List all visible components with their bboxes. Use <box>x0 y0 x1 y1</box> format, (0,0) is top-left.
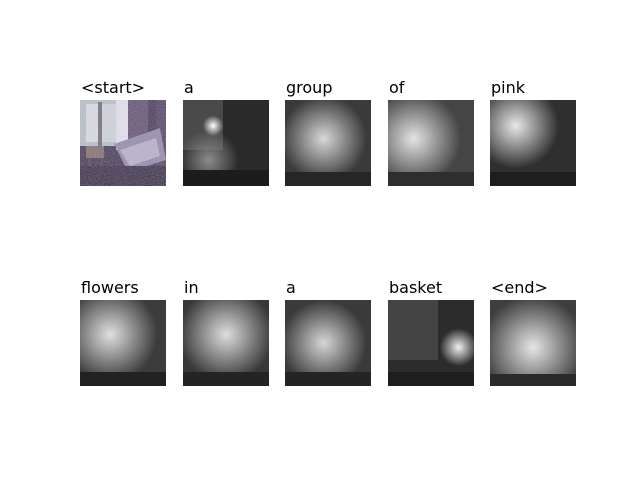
token-label: basket <box>388 278 457 299</box>
attention-map-image <box>183 300 269 386</box>
attention-map-image <box>490 300 576 386</box>
panel-5: pink <box>490 78 576 186</box>
panel-8: a <box>285 278 371 386</box>
token-label: flowers <box>80 278 153 299</box>
attention-map-tile <box>285 100 371 186</box>
token-label: a <box>285 278 310 299</box>
attention-map-image <box>80 300 166 386</box>
attention-map-tile <box>285 300 371 386</box>
attention-map-image <box>388 300 474 386</box>
attention-map-image <box>490 100 576 186</box>
attention-map-tile <box>80 300 166 386</box>
panel-6: flowers <box>80 278 166 386</box>
attention-map-tile <box>490 300 576 386</box>
token-label: group <box>285 78 347 99</box>
attention-map-tile <box>490 100 576 186</box>
source-photo-tile <box>80 100 166 186</box>
panel-1: <start> <box>80 78 166 186</box>
bedroom-photo-image <box>80 100 166 186</box>
panel-4: of <box>388 78 474 186</box>
token-label: in <box>183 278 213 299</box>
attention-map-tile <box>183 300 269 386</box>
token-label: a <box>183 78 208 99</box>
attention-map-tile <box>388 100 474 186</box>
panel-10: <end> <box>490 278 576 386</box>
attention-map-image <box>285 300 371 386</box>
token-label: <end> <box>490 278 562 299</box>
token-label: pink <box>490 78 540 99</box>
panel-3: group <box>285 78 371 186</box>
token-label: of <box>388 78 419 99</box>
attention-map-image <box>388 100 474 186</box>
panel-7: in <box>183 278 269 386</box>
attention-map-image <box>285 100 371 186</box>
attention-map-tile <box>183 100 269 186</box>
token-label: <start> <box>80 78 160 99</box>
attention-map-image <box>183 100 269 186</box>
attention-map-tile <box>388 300 474 386</box>
panel-2: a <box>183 78 269 186</box>
panel-9: basket <box>388 278 474 386</box>
